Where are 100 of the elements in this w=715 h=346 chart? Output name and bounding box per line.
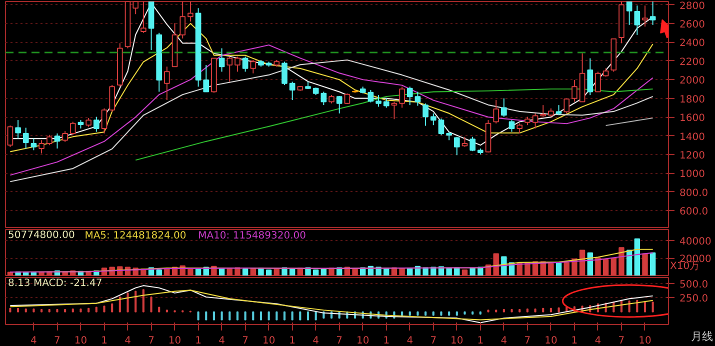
- candlestick: [109, 84, 116, 112]
- y-tick-label: 2800: [680, 0, 705, 12]
- y-tick-label: 1800: [680, 94, 705, 106]
- bar: [556, 262, 562, 276]
- x-tick-label: 4: [312, 336, 320, 346]
- candlestick: [101, 108, 108, 134]
- bar: [548, 263, 554, 276]
- bar: [462, 270, 468, 276]
- bar: [352, 268, 358, 276]
- x-tick-label: 10: [262, 336, 276, 346]
- candlestick: [62, 130, 68, 142]
- y-tick-label: 1400: [680, 132, 705, 143]
- bar: [289, 268, 296, 276]
- y-tick-label: 250.0: [680, 294, 708, 305]
- candlestick: [344, 92, 350, 104]
- candlestick: [564, 98, 570, 114]
- annotation: 8.13 MACD: -21.47: [8, 278, 102, 289]
- bar: [493, 253, 499, 276]
- candlestick: [391, 101, 398, 120]
- x-tick-label: 7: [336, 336, 343, 346]
- bar: [602, 258, 609, 276]
- x-tick-label: 7: [430, 336, 437, 346]
- bar: [266, 270, 272, 276]
- x-tick-label: 1: [383, 336, 390, 346]
- candlestick: [376, 94, 382, 108]
- candlestick: [414, 91, 421, 106]
- line-series: [135, 88, 654, 161]
- candlestick: [572, 80, 578, 102]
- candlestick: [532, 112, 538, 129]
- x-tick-label: 4: [218, 336, 225, 346]
- line-series: [10, 22, 654, 152]
- candlestick: [540, 104, 546, 118]
- y-tick-label: 500.0: [680, 279, 708, 290]
- y-tick-label: 2200: [680, 56, 705, 68]
- candlestick: [70, 121, 76, 136]
- line-series: [10, 59, 654, 182]
- candlestick: [556, 104, 562, 116]
- y-tick-label: 1200: [680, 150, 705, 162]
- x-tick-label: 7: [148, 336, 154, 346]
- bar: [610, 258, 616, 276]
- y-tick-label: 1600: [680, 113, 705, 124]
- bar: [195, 268, 202, 276]
- x-tick-label: 10: [450, 336, 464, 346]
- candlestick: [587, 58, 594, 96]
- line-series: [10, 44, 654, 176]
- candlestick: [250, 59, 256, 74]
- candlestick: [289, 81, 296, 101]
- x-tick-label: 10: [74, 336, 88, 346]
- x-tick-label: 1: [101, 336, 108, 346]
- candlestick: [15, 120, 21, 140]
- bar: [164, 268, 170, 276]
- candlestick: [203, 64, 210, 92]
- bar: [30, 272, 37, 276]
- annotation: 50774800.00: [8, 230, 75, 241]
- candlestick: [642, 5, 648, 28]
- candlestick: [508, 120, 515, 132]
- candlestick: [218, 48, 225, 72]
- bar: [470, 268, 476, 276]
- y-tick-label: 800.0: [680, 188, 708, 199]
- candlestick: [438, 118, 444, 136]
- bar: [446, 268, 452, 276]
- candlestick: [500, 98, 507, 118]
- candlestick: [164, 66, 170, 101]
- x-tick-label: 7: [54, 336, 60, 346]
- x-tick-label: 10: [544, 336, 558, 346]
- x-tick-label: 1: [195, 336, 202, 346]
- x-axis-title: 月线: [691, 330, 713, 343]
- candlestick: [406, 86, 413, 106]
- y-tick-label: 2400: [680, 38, 705, 50]
- candlestick: [422, 102, 428, 126]
- text: MA10: 115489320.00: [198, 230, 306, 242]
- candlestick: [226, 56, 233, 82]
- x-tick-label: 4: [30, 336, 37, 346]
- bar: [650, 252, 656, 276]
- candlestick: [30, 138, 37, 151]
- x-tick-label: 10: [168, 336, 182, 346]
- x-tick-label: 10: [638, 336, 652, 346]
- bar: [634, 238, 640, 276]
- bar: [242, 268, 248, 276]
- candlestick: [462, 136, 468, 148]
- candlestick: [54, 132, 60, 150]
- candlestick: [234, 56, 240, 72]
- bar: [642, 253, 648, 276]
- y-tick-label: 40000: [680, 236, 712, 248]
- y-tick-label: 2600: [680, 19, 705, 30]
- bar: [258, 268, 264, 276]
- candlestick: [383, 98, 390, 108]
- bar: [312, 270, 319, 276]
- x-tick-label: 7: [524, 336, 531, 346]
- bar: [156, 270, 162, 276]
- x-tick-label: 10: [356, 336, 370, 346]
- candlestick: [454, 136, 460, 156]
- candlestick: [368, 89, 374, 103]
- candlestick: [650, 2, 656, 26]
- x-tick-label: 1: [289, 336, 296, 346]
- candlestick: [46, 134, 52, 146]
- bar: [250, 268, 256, 276]
- bar: [226, 268, 232, 276]
- x-tick-label: 1: [477, 336, 484, 346]
- candlestick: [516, 122, 523, 134]
